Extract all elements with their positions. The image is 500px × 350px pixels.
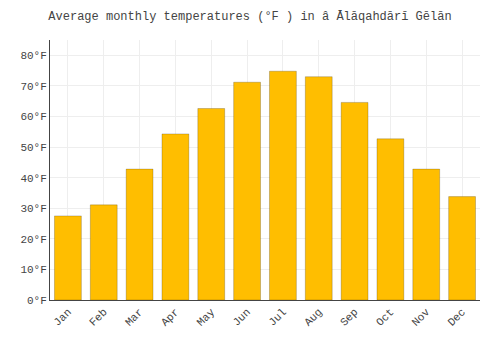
svg-text:Feb: Feb (87, 306, 109, 328)
svg-text:Nov: Nov (410, 306, 433, 329)
svg-text:Aug: Aug (302, 306, 324, 328)
svg-text:Jul: Jul (266, 306, 288, 328)
svg-text:10°F: 10°F (20, 264, 46, 276)
svg-text:50°F: 50°F (20, 142, 46, 154)
svg-text:60°F: 60°F (20, 111, 46, 123)
svg-text:May: May (195, 306, 218, 329)
svg-text:Apr: Apr (159, 306, 181, 328)
svg-text:30°F: 30°F (20, 203, 46, 215)
svg-text:Dec: Dec (446, 306, 468, 328)
svg-text:40°F: 40°F (20, 173, 46, 185)
svg-text:Sep: Sep (338, 306, 360, 328)
svg-text:20°F: 20°F (20, 234, 46, 246)
svg-text:Mar: Mar (123, 306, 145, 328)
svg-text:70°F: 70°F (20, 81, 46, 93)
svg-text:0°F: 0°F (27, 295, 47, 307)
svg-text:Average monthly temperatures (: Average monthly temperatures (°F ) in â … (48, 10, 451, 24)
svg-text:80°F: 80°F (20, 50, 46, 62)
svg-text:Jun: Jun (231, 306, 253, 328)
svg-text:Oct: Oct (374, 306, 396, 328)
svg-text:Jan: Jan (51, 306, 73, 328)
